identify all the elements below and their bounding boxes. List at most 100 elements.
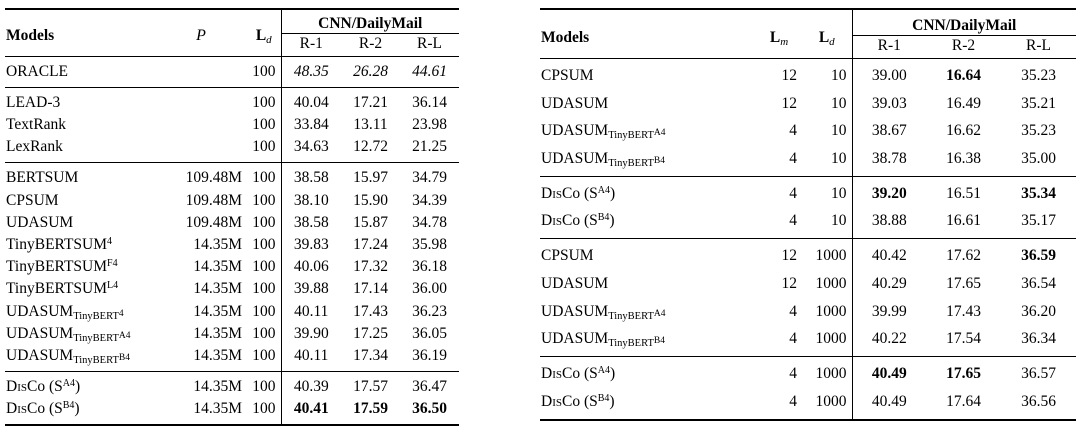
dataset-group-header: CNN/DailyMail [280, 9, 460, 34]
model-name-token: L4 [107, 280, 119, 292]
model-name-token: Dis [541, 212, 562, 230]
param-value-cell: 12 [781, 274, 798, 292]
param-value-cell: 100 [252, 258, 276, 276]
model-name-token: 4 [107, 235, 113, 247]
param-value-cell: 14.35M [193, 302, 242, 320]
metric-value-cell: 35.17 [1021, 212, 1056, 230]
model-name-token: ORACLE [6, 63, 68, 80]
table-row: DisCo (SB4) 14.35M 100 40.41 17.59 36.50 [5, 397, 459, 426]
metric-value-cell: 23.98 [412, 116, 447, 134]
metric-value-cell: 38.67 [851, 117, 926, 145]
param-value-cell: 100 [252, 324, 276, 342]
table-row: UDASUMTinyBERTB4 4 1000 40.22 17.54 36.34 [540, 325, 1076, 357]
table-group-0: ORACLE 100 48.35 26.28 44.61 [5, 56, 460, 88]
model-name-token: F4 [107, 258, 118, 270]
model-name-token: UDASUM [541, 330, 609, 348]
table-row: DisCo (SA4) 4 10 39.20 16.51 35.34 [540, 176, 1076, 208]
metric-value-cell: 17.14 [353, 280, 388, 298]
table-group-2: BERTSUM 109.48M 100 38.58 15.97 34.79 CPSUM 109… [5, 162, 460, 372]
metric-value-cell: 17.43 [946, 302, 981, 320]
param-value-cell: 4 [789, 330, 797, 348]
param-value-cell: 10 [831, 67, 847, 84]
table-group-3: DisCo (SA4) 4 1000 40.49 17.65 36.57 DisCo (SB… [540, 356, 1077, 420]
metric-value-cell: 16.62 [946, 122, 981, 140]
model-name-cell: CPSUM [5, 189, 155, 211]
model-name-token: TinyBERTSUM [6, 280, 108, 298]
metric-value-cell: 36.14 [412, 94, 447, 111]
model-name-cell: UDASUMTinyBERT4 [5, 300, 155, 322]
table-group-3: DisCo (SA4) 14.35M 100 40.39 17.57 36.47 DisCo… [5, 371, 460, 426]
table-group-0: CPSUM 12 10 39.00 16.64 35.23 UDASUM 12 10 39.03 1… [540, 58, 1077, 177]
metric-value-cell: 39.83 [280, 233, 341, 257]
metric-value-cell: 40.41 [280, 397, 341, 426]
model-name-token: ) [609, 212, 615, 230]
metric-value-cell: 40.49 [851, 356, 926, 388]
table-row: DisCo (SA4) 4 1000 40.49 17.65 36.57 [540, 356, 1076, 388]
table-row: CPSUM 12 1000 40.42 17.62 36.59 [540, 238, 1076, 271]
param-value-cell [155, 88, 247, 115]
model-name-token: UDASUM [541, 94, 609, 112]
metric-header-r-1: R-1 [280, 33, 341, 57]
model-name-token: UDASUM [6, 302, 74, 320]
metric-value-cell: 17.32 [353, 258, 388, 276]
table-group-2: CPSUM 12 1000 40.42 17.62 36.59 UDASUM 12 1000 40… [540, 238, 1077, 357]
param-value-cell: 12 [781, 94, 798, 112]
metric-value-cell: 40.22 [851, 325, 926, 357]
param-value-cell: 4 [789, 184, 797, 202]
model-name-token: B4 [653, 336, 665, 347]
model-name-cell: UDASUM [540, 270, 756, 298]
metric-value-cell: 40.29 [851, 270, 926, 298]
param-value-cell: 14.35M [193, 258, 242, 276]
param-header-token: d [829, 35, 835, 48]
metric-value-cell: 34.63 [280, 136, 341, 163]
metric-value-cell: 17.64 [946, 392, 981, 410]
param-value-cell: 100 [252, 377, 276, 395]
param-value-cell: 14.35M [193, 377, 242, 395]
table-row: TinyBERTSUMF4 14.35M 100 40.06 17.32 36.18 [5, 256, 459, 279]
param-header-1: Ld [247, 9, 281, 57]
metric-value-cell: 17.57 [353, 377, 388, 395]
model-name-token: UDASUM [541, 149, 609, 167]
model-name-token: ) [74, 400, 80, 418]
model-name-token: Dis [541, 392, 562, 410]
model-name-cell: LexRank [5, 136, 155, 163]
param-value-cell: 100 [252, 169, 276, 187]
param-value-cell: 100 [252, 346, 276, 364]
metric-value-cell: 34.78 [412, 213, 447, 231]
model-name-token: Co (S [26, 400, 63, 418]
model-name-token: TinyBERT [608, 310, 654, 322]
metric-value-cell: 17.34 [353, 346, 388, 364]
metric-value-cell: 39.03 [851, 89, 926, 118]
metric-value-cell: 12.72 [353, 138, 388, 156]
model-name-cell: ORACLE [5, 57, 155, 88]
metric-value-cell: 36.19 [412, 346, 447, 364]
model-name-cell: UDASUMTinyBERTB4 [540, 325, 756, 356]
right-table: Models Lm Ld CNN/DailyMail R-1 R-2 R-L CPSUM 12 1… [540, 8, 1077, 421]
table-row: UDASUMTinyBERTB4 4 10 38.78 16.38 35.00 [540, 144, 1076, 177]
model-name-token: B4 [118, 352, 130, 363]
table-row: UDASUM 12 1000 40.29 17.65 36.54 [540, 270, 1076, 298]
model-name-token: TinyBERT [608, 130, 654, 142]
param-value-cell: 109.48M [185, 191, 242, 209]
model-name-token: UDASUM [6, 213, 74, 231]
table-group-1: DisCo (SA4) 4 10 39.20 16.51 35.34 DisCo (SB4)… [540, 176, 1077, 239]
metric-header-r-1: R-1 [851, 35, 926, 59]
param-value-cell: 10 [831, 94, 847, 112]
metric-value-cell: 40.06 [280, 256, 341, 279]
metric-value-cell: 17.54 [946, 330, 981, 348]
model-name-cell: CPSUM [540, 239, 756, 270]
model-name-token: CPSUM [6, 191, 59, 209]
metric-value-cell: 15.97 [353, 169, 388, 187]
table-row: LEAD-3 100 40.04 17.21 36.14 [5, 87, 459, 115]
table-row: CPSUM 109.48M 100 38.10 15.90 34.39 [5, 189, 459, 212]
table-row: ORACLE 100 48.35 26.28 44.61 [5, 56, 459, 88]
metric-value-cell: 16.38 [946, 149, 981, 167]
model-name-token: LEAD-3 [6, 94, 61, 111]
model-name-cell: DisCo (SA4) [540, 357, 756, 388]
param-value-cell: 4 [789, 392, 797, 410]
model-name-token: TinyBERTSUM [6, 258, 108, 276]
param-value-cell: 109.48M [185, 169, 242, 187]
dataset-group-header: CNN/DailyMail [851, 9, 1077, 36]
model-name-cell: TinyBERTSUM4 [5, 234, 155, 256]
